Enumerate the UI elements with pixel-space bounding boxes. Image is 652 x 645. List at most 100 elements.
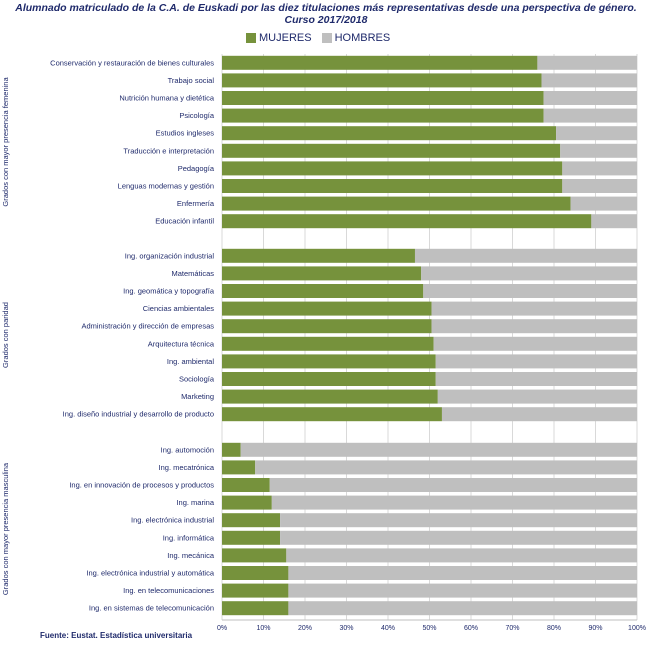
category-label: Ciencias ambientales — [143, 304, 215, 313]
x-tick-label: 10% — [256, 625, 270, 632]
bar-hombres — [271, 495, 637, 510]
category-label: Conservación y restauración de bienes cu… — [50, 58, 214, 67]
bar-mujeres — [222, 583, 289, 598]
x-tick-label: 30% — [339, 625, 353, 632]
bar-hombres — [240, 442, 638, 457]
chart-title: Alumnado matriculado de la C.A. de Euska… — [0, 2, 652, 26]
bar-mujeres — [222, 73, 542, 88]
bar-hombres — [280, 530, 637, 545]
bar-mujeres — [222, 161, 563, 176]
bar-mujeres — [222, 460, 256, 475]
x-tick-label: 40% — [381, 625, 395, 632]
category-label: Sociología — [179, 375, 215, 384]
bar-mujeres — [222, 389, 438, 404]
legend-swatch-mujeres — [246, 33, 256, 43]
category-label: Ing. organización industrial — [125, 251, 215, 260]
category-label: Trabajo social — [168, 76, 215, 85]
category-label: Ing. marina — [176, 498, 214, 507]
category-label: Ing. mecatrónica — [159, 463, 215, 472]
bar-hombres — [562, 179, 637, 193]
bar-mujeres — [222, 566, 289, 580]
category-label: Ing. en telecomunicaciones — [123, 586, 214, 595]
category-label: Administración y dirección de empresas — [81, 322, 214, 331]
legend-swatch-hombres — [321, 33, 332, 43]
bar-mujeres — [222, 319, 432, 334]
bar-hombres — [541, 73, 637, 88]
bar-hombres — [543, 108, 637, 123]
bar-hombres — [280, 513, 637, 528]
bar-mujeres — [222, 143, 561, 158]
bar-mujeres — [222, 530, 281, 545]
category-label: Ing. diseño industrial y desarrollo de p… — [63, 410, 214, 419]
x-tick-label: 60% — [464, 625, 478, 632]
category-label: Arquitectura técnica — [148, 339, 215, 348]
x-tick-label: 90% — [588, 625, 602, 632]
category-label: Nutrición humana y dietética — [119, 94, 214, 103]
x-tick-label: 0% — [217, 625, 227, 632]
bar-mujeres — [222, 548, 287, 563]
bar-mujeres — [222, 301, 432, 316]
category-label: Estudios ingleses — [156, 129, 215, 138]
bar-mujeres — [222, 248, 415, 263]
category-label: Ing. automoción — [161, 445, 214, 454]
bar-hombres — [556, 126, 637, 141]
bar-mujeres — [222, 601, 289, 616]
x-tick-label: 80% — [547, 625, 561, 632]
bar-hombres — [286, 548, 637, 563]
legend-label-mujeres: MUJERES — [259, 32, 312, 44]
group-label: Grados con paridad — [1, 302, 10, 368]
category-label: Psicología — [179, 111, 214, 120]
chart-title-line-2: Curso 2017/2018 — [284, 14, 368, 26]
bar-hombres — [269, 478, 637, 492]
bar-mujeres — [222, 284, 424, 298]
source-note: Fuente: Eustat. Estadística universitari… — [40, 631, 193, 640]
bar-mujeres — [222, 266, 422, 281]
chart-legend: MUJERES HOMBRES — [246, 31, 400, 45]
category-label: Ing. electrónica industrial — [131, 516, 214, 525]
x-tick-label: 20% — [298, 625, 312, 632]
bar-hombres — [435, 354, 637, 369]
bar-hombres — [433, 336, 637, 351]
bar-hombres — [288, 566, 637, 580]
group-label: Grados con mayor presencia masculina — [1, 462, 10, 595]
chart-title-line-1: Alumnado matriculado de la C.A. de Euska… — [15, 2, 637, 14]
bar-hombres — [414, 248, 637, 263]
category-label: Ing. geomática y topografía — [123, 287, 215, 296]
group-label: Grados con mayor presencia femenina — [1, 77, 10, 207]
category-label: Ing. en innovación de procesos y product… — [69, 481, 214, 490]
category-label: Ing. en sistemas de telecomunicación — [89, 604, 214, 613]
category-label: Ing. informática — [163, 533, 215, 542]
bar-hombres — [423, 284, 637, 298]
bar-hombres — [255, 460, 637, 475]
bar-hombres — [288, 583, 637, 598]
bar-hombres — [431, 319, 637, 334]
bar-hombres — [543, 91, 637, 105]
bar-hombres — [288, 601, 637, 616]
category-label: Ing. ambiental — [167, 357, 214, 366]
legend-label-hombres: HOMBRES — [334, 32, 391, 44]
bar-hombres — [435, 372, 637, 386]
bar-mujeres — [222, 478, 270, 492]
bar-hombres — [562, 161, 637, 176]
category-label: Pedagogía — [178, 164, 215, 173]
bar-mujeres — [222, 55, 538, 70]
category-label: Ing. electrónica industrial y automática — [86, 569, 214, 578]
bar-hombres — [560, 143, 637, 158]
x-tick-label: 100% — [628, 625, 646, 632]
x-tick-label: 50% — [422, 625, 436, 632]
category-label: Lenguas modernas y gestión — [118, 182, 214, 191]
bar-mujeres — [222, 214, 592, 229]
bar-hombres — [441, 407, 637, 422]
bar-mujeres — [222, 407, 442, 422]
bar-mujeres — [222, 372, 436, 386]
bar-mujeres — [222, 179, 563, 193]
bar-mujeres — [222, 108, 544, 123]
bar-mujeres — [222, 513, 281, 528]
bar-mujeres — [222, 495, 272, 510]
bar-hombres — [570, 196, 637, 211]
legend-item-mujeres: MUJERES — [246, 32, 312, 44]
bar-hombres — [437, 389, 637, 404]
x-tick-label: 70% — [505, 625, 519, 632]
bar-mujeres — [222, 442, 241, 457]
